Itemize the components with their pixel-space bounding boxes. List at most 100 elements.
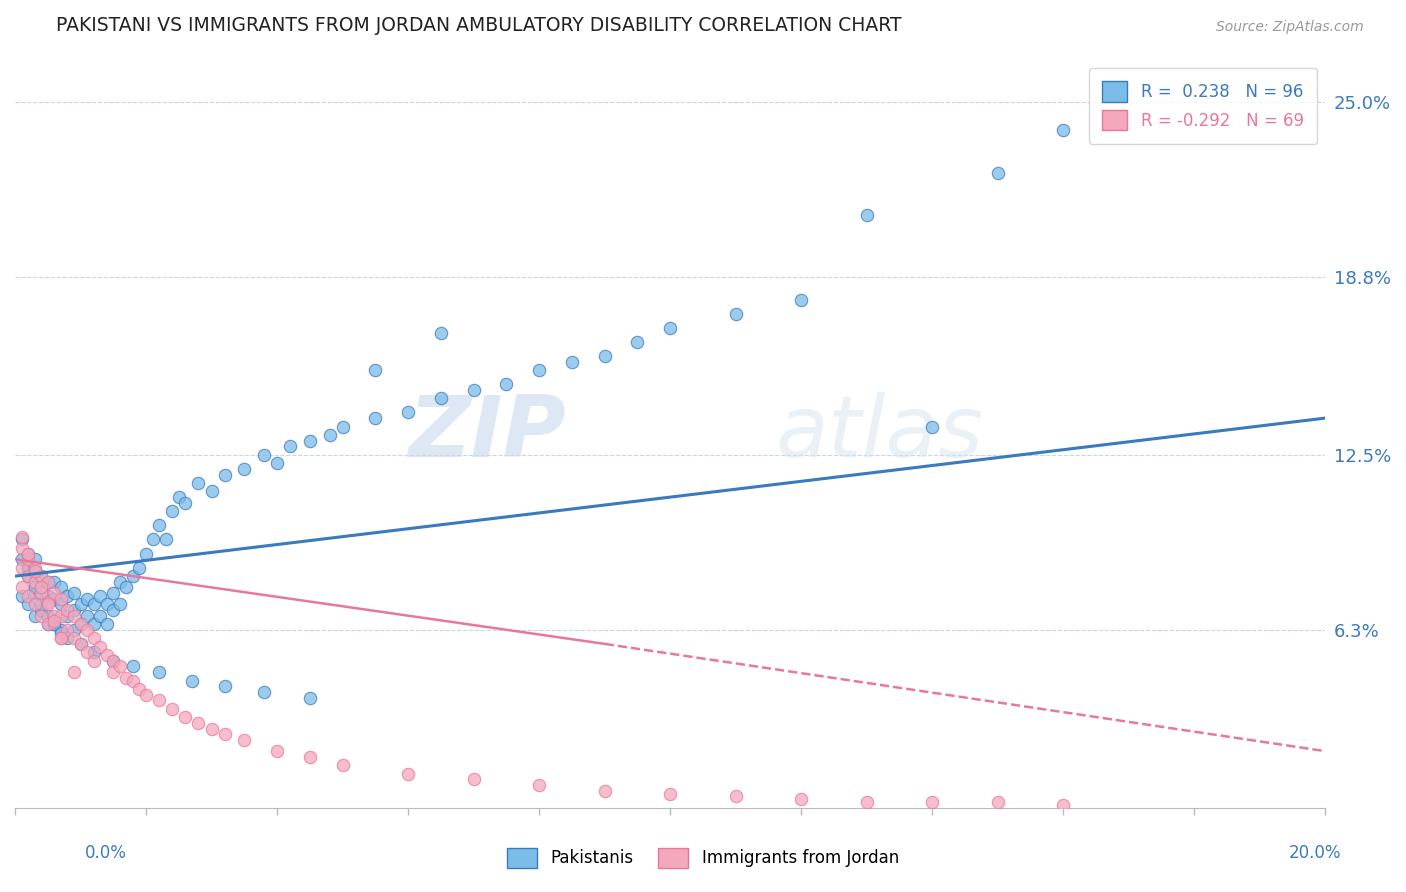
Point <box>37 574 59 589</box>
Point <box>17 598 39 612</box>
Point <box>200 722 222 736</box>
Point <box>790 293 813 307</box>
Point <box>561 354 583 368</box>
Point <box>37 594 59 608</box>
Point <box>76 591 98 606</box>
Point <box>17 589 39 603</box>
Point <box>103 654 125 668</box>
Point <box>44 608 66 623</box>
Point <box>593 349 616 363</box>
Point <box>364 411 387 425</box>
Point <box>103 603 125 617</box>
Point <box>24 566 46 581</box>
Point <box>364 363 387 377</box>
Point <box>135 547 157 561</box>
Point <box>30 603 52 617</box>
Point <box>83 632 105 646</box>
Point <box>30 586 52 600</box>
Point <box>17 560 39 574</box>
Point <box>162 702 184 716</box>
Point <box>56 623 79 637</box>
Point <box>44 586 66 600</box>
Point <box>108 659 131 673</box>
Point <box>49 632 72 646</box>
Point <box>396 405 419 419</box>
Point <box>96 617 118 632</box>
Point <box>56 608 79 623</box>
Point <box>17 552 39 566</box>
Point <box>49 623 72 637</box>
Point <box>49 598 72 612</box>
Point <box>298 749 321 764</box>
Point <box>10 589 32 603</box>
Point <box>89 589 111 603</box>
Point <box>724 307 747 321</box>
Point <box>987 795 1010 809</box>
Point <box>103 654 125 668</box>
Point <box>298 434 321 448</box>
Point <box>63 586 86 600</box>
Point <box>24 552 46 566</box>
Point <box>122 659 145 673</box>
Legend: R =  0.238   N = 96, R = -0.292   N = 69: R = 0.238 N = 96, R = -0.292 N = 69 <box>1090 68 1317 144</box>
Point <box>128 560 150 574</box>
Point <box>10 560 32 574</box>
Point <box>83 617 105 632</box>
Point <box>332 758 354 772</box>
Legend: Pakistanis, Immigrants from Jordan: Pakistanis, Immigrants from Jordan <box>501 841 905 875</box>
Point <box>724 789 747 804</box>
Point <box>855 795 877 809</box>
Point <box>63 632 86 646</box>
Point <box>214 679 236 693</box>
Point <box>148 518 170 533</box>
Point <box>17 569 39 583</box>
Point <box>214 467 236 482</box>
Point <box>89 608 111 623</box>
Point <box>24 608 46 623</box>
Point <box>108 598 131 612</box>
Point <box>142 533 165 547</box>
Text: PAKISTANI VS IMMIGRANTS FROM JORDAN AMBULATORY DISABILITY CORRELATION CHART: PAKISTANI VS IMMIGRANTS FROM JORDAN AMBU… <box>56 16 901 35</box>
Point <box>69 598 91 612</box>
Point <box>148 665 170 680</box>
Point <box>37 617 59 632</box>
Point <box>10 552 32 566</box>
Point <box>108 574 131 589</box>
Point <box>17 569 39 583</box>
Text: Source: ZipAtlas.com: Source: ZipAtlas.com <box>1216 21 1364 34</box>
Text: 20.0%: 20.0% <box>1288 844 1341 862</box>
Point <box>527 363 550 377</box>
Point <box>69 617 91 632</box>
Point <box>17 547 39 561</box>
Point <box>318 428 340 442</box>
Point <box>56 589 79 603</box>
Point <box>24 581 46 595</box>
Point <box>44 615 66 629</box>
Point <box>49 608 72 623</box>
Point <box>278 439 301 453</box>
Point <box>49 591 72 606</box>
Point <box>69 637 91 651</box>
Point <box>200 484 222 499</box>
Point <box>49 625 72 640</box>
Point <box>56 603 79 617</box>
Point <box>83 598 105 612</box>
Point <box>17 547 39 561</box>
Point <box>63 608 86 623</box>
Point <box>128 681 150 696</box>
Point <box>855 208 877 222</box>
Point <box>463 772 485 787</box>
Point <box>24 598 46 612</box>
Point <box>987 165 1010 179</box>
Point <box>921 419 943 434</box>
Point <box>10 530 32 544</box>
Text: ZIP: ZIP <box>408 392 565 475</box>
Point <box>56 632 79 646</box>
Point <box>96 598 118 612</box>
Point <box>253 448 276 462</box>
Point <box>174 710 197 724</box>
Point <box>89 640 111 654</box>
Point <box>30 608 52 623</box>
Point <box>44 574 66 589</box>
Point <box>30 598 52 612</box>
